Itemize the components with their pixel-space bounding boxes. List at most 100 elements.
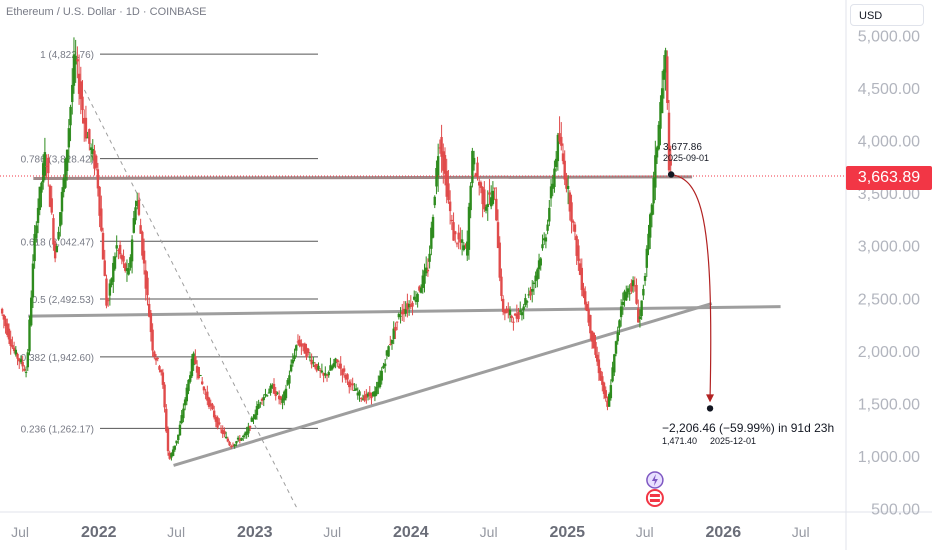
candle-body <box>520 312 524 316</box>
candle-body <box>153 351 156 357</box>
candle-body <box>271 384 274 389</box>
candle-body <box>177 434 180 441</box>
candle-body <box>247 426 250 434</box>
flag-icon[interactable] <box>645 489 664 507</box>
candle-body <box>573 224 577 232</box>
price-tick-label: 4,500.00 <box>858 81 920 98</box>
candle-body <box>67 128 71 148</box>
candle-body <box>510 315 513 319</box>
candle-body <box>120 255 124 260</box>
candle-body <box>577 245 580 261</box>
candle-body <box>245 431 248 436</box>
current-price-tag: 3,663.89 <box>846 166 932 190</box>
candle-body <box>214 416 218 422</box>
candle-body <box>633 285 637 287</box>
candle-body <box>478 181 481 186</box>
candle-body <box>395 321 399 323</box>
fib-level-label: 0.786 (3,828.42) <box>21 155 94 166</box>
candle-body <box>594 341 597 355</box>
candle-body <box>409 304 413 307</box>
candle-body <box>52 218 55 245</box>
candle-body <box>418 286 421 291</box>
candle-body <box>24 371 28 373</box>
candle-body <box>158 366 161 370</box>
candle-body <box>279 396 283 400</box>
candle-body <box>94 155 98 168</box>
candle-body <box>360 398 363 400</box>
price-tick-label: 1,500.00 <box>858 396 920 413</box>
candle-body <box>62 178 65 193</box>
candle-body <box>524 298 527 305</box>
candle-body <box>575 236 578 256</box>
candle-body <box>467 206 471 250</box>
candle-body <box>113 256 117 269</box>
candle-body <box>495 198 498 221</box>
candle-body <box>185 387 189 402</box>
candle-body <box>394 326 397 331</box>
candle-body <box>390 339 394 344</box>
currency-button[interactable]: USD <box>850 4 924 26</box>
candle-body <box>652 178 655 204</box>
candle-body <box>336 359 339 362</box>
candle-body <box>474 173 477 177</box>
candle-body <box>64 158 67 188</box>
candle-body <box>460 239 464 243</box>
candle-body <box>481 187 484 205</box>
candle-body <box>243 433 247 436</box>
candle-body <box>413 296 416 300</box>
candle-body <box>30 297 33 326</box>
candle-body <box>402 308 406 315</box>
candle-body <box>289 364 293 372</box>
candle-body <box>313 365 317 368</box>
candle-body <box>115 245 118 249</box>
candle-body <box>348 381 351 388</box>
candle-body <box>31 263 35 298</box>
candle-body <box>399 315 402 317</box>
candle-body <box>630 283 633 292</box>
candle-body <box>433 196 436 206</box>
candle-body <box>295 345 298 351</box>
candle-body <box>443 155 447 174</box>
candle-body <box>560 136 563 146</box>
candle-body <box>190 358 194 377</box>
candle-body <box>344 374 348 380</box>
candle-body <box>517 312 520 320</box>
candle-body <box>389 344 392 346</box>
candle-body <box>65 149 69 172</box>
candle-body <box>645 248 648 268</box>
candle-body <box>57 231 60 240</box>
candle-body <box>618 320 621 328</box>
candle-body <box>233 444 236 446</box>
candle-body <box>558 133 561 142</box>
candle-body <box>288 375 291 384</box>
candle-body <box>265 395 269 397</box>
candle-body <box>267 392 271 394</box>
fib-level-label: 0.5 (2,492.53) <box>32 295 94 306</box>
candle-body <box>515 313 519 319</box>
candle-body <box>206 391 209 401</box>
candle-body <box>503 309 507 314</box>
candle-body <box>339 363 342 369</box>
candle-body <box>291 359 295 364</box>
candle-body <box>626 288 630 293</box>
candle-body <box>604 390 607 399</box>
candle-body <box>9 339 12 346</box>
candle-body <box>508 309 512 316</box>
candle-body <box>21 361 24 367</box>
candle-body <box>542 238 546 241</box>
candle-body <box>486 203 489 207</box>
time-tick-label: 2023 <box>237 524 273 541</box>
price-tick-label: 4,000.00 <box>858 134 920 151</box>
candle-body <box>224 436 228 439</box>
candle-body <box>163 384 166 408</box>
candle-body <box>602 382 606 394</box>
candle-body <box>584 291 587 305</box>
candle-body <box>519 310 522 312</box>
candle-body <box>568 192 572 212</box>
candle-body <box>307 348 310 353</box>
candle-body <box>93 150 96 169</box>
candle-body <box>28 319 31 352</box>
candle-body <box>491 190 495 204</box>
candle-body <box>450 219 454 222</box>
